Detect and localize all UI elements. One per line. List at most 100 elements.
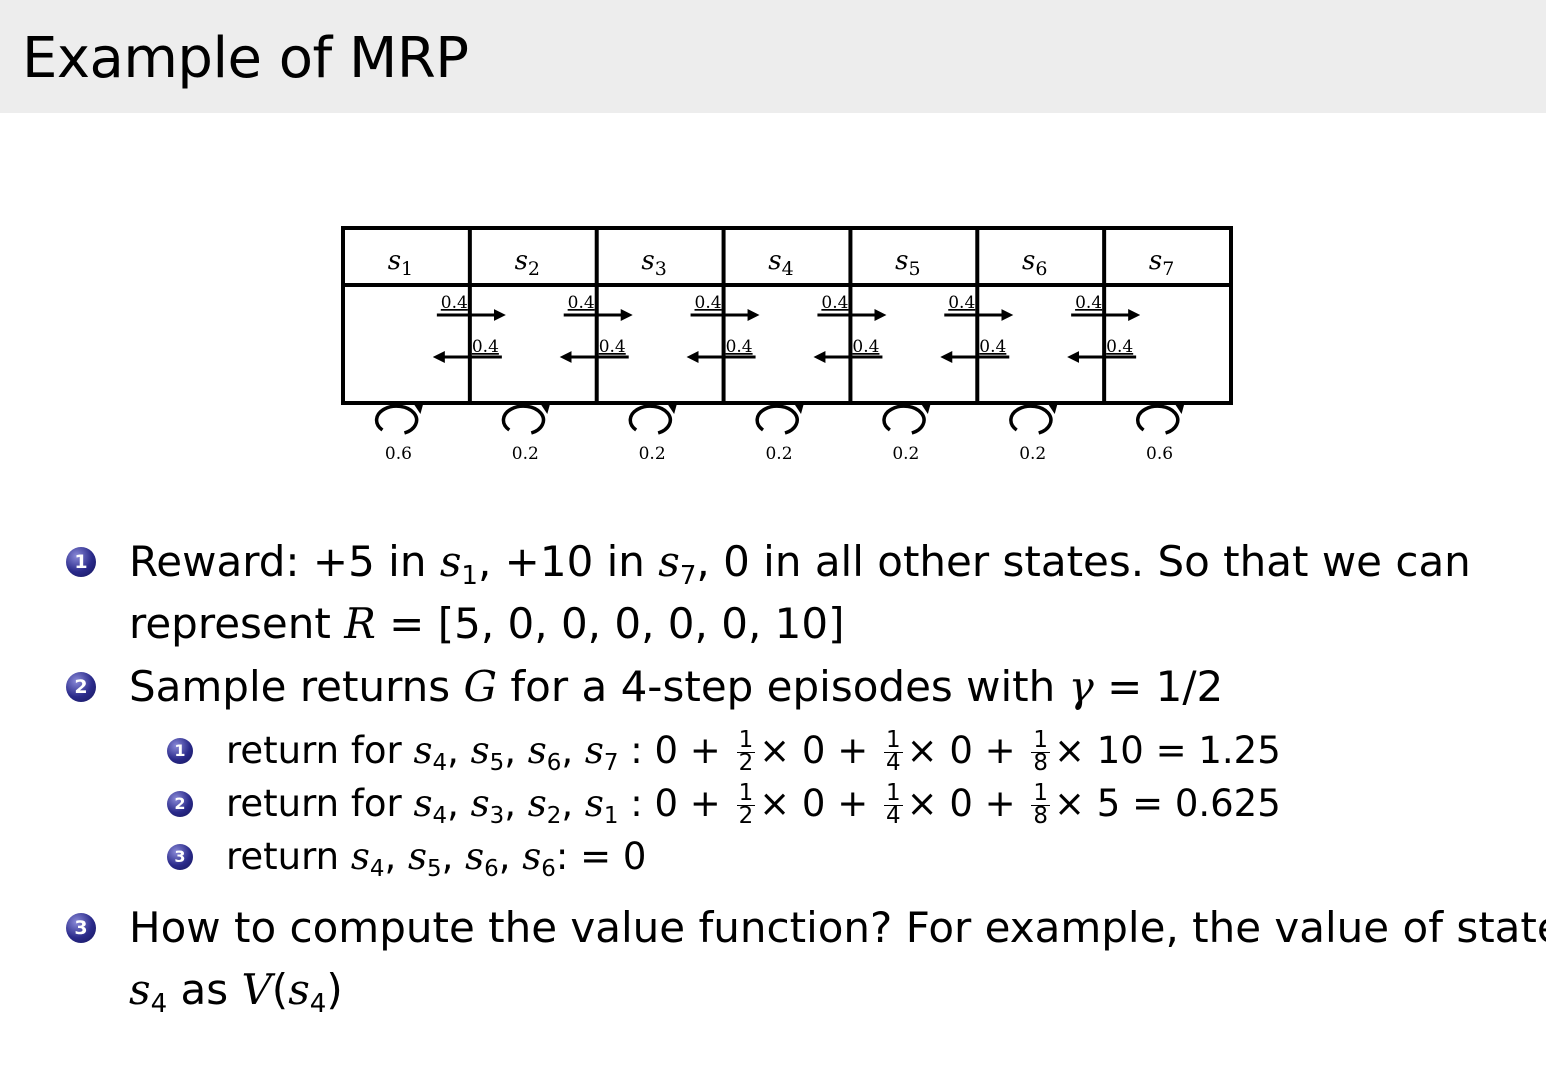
self-loop-arrow — [1009, 404, 1053, 435]
sub-bullet-line: return for s4, s3, s2, s1 : 0 + 1 2 × 0 + … — [226, 779, 1281, 841]
math-subscript: 4 — [432, 802, 448, 829]
math-symbol: s — [527, 729, 547, 772]
math-subscript: 3 — [489, 802, 505, 829]
left-prob-label: 0.4 — [979, 337, 1006, 357]
diagram-frame — [341, 226, 1233, 405]
bullet-line: How to compute the value function? For e… — [129, 903, 1546, 953]
math-subscript: 4 — [369, 855, 385, 882]
text-segment: , — [504, 729, 528, 772]
self-loop-arrowhead — [795, 403, 804, 414]
math-symbol: s — [584, 782, 604, 825]
fraction-denominator: 4 — [885, 750, 901, 776]
math-symbol: γ — [1068, 662, 1094, 711]
state-label: s1 — [388, 246, 413, 280]
self-loop-prob: 0.2 — [512, 444, 539, 464]
title-bar: Example of MRP — [0, 0, 1546, 113]
math-symbol: s — [350, 835, 370, 878]
math-symbol: s — [439, 537, 462, 586]
text-segment: Sample returns — [129, 662, 464, 711]
text-segment: ( — [271, 965, 289, 1014]
text-segment: ) — [326, 965, 343, 1014]
left-prob-label: 0.4 — [599, 337, 626, 357]
math-symbol: R — [344, 599, 376, 648]
self-loop-arrowhead — [1048, 403, 1058, 414]
bullet-number-3: 3 — [66, 913, 96, 943]
math-symbol: s — [470, 782, 490, 825]
self-loop-arrow — [1136, 404, 1180, 435]
math-subscript: 6 — [484, 855, 499, 882]
fraction-denominator: 8 — [1033, 750, 1048, 776]
fraction-denominator: 4 — [885, 803, 901, 829]
self-loop-arrowhead — [414, 403, 424, 414]
self-loop-prob: 0.6 — [385, 444, 412, 464]
math-subscript: 2 — [546, 802, 562, 829]
bullet-line: Sample returns G for a 4-step episodes w… — [129, 662, 1223, 712]
math-symbol: s — [470, 729, 490, 772]
text-segment: represent — [129, 599, 345, 648]
fraction-numerator: 1 — [1031, 727, 1050, 754]
fraction-numerator: 1 — [883, 780, 903, 807]
fraction-numerator: 1 — [736, 727, 756, 754]
sub-bullet-line: return s4, s5, s6, s6: = 0 — [226, 832, 646, 894]
fraction-numerator: 1 — [736, 780, 756, 807]
sub-bullet-number-2: 2 — [167, 791, 193, 817]
right-prob-label: 0.4 — [441, 293, 468, 313]
math-subscript: 4 — [432, 749, 448, 776]
text-segment: Reward: +5 in — [129, 537, 440, 586]
bullet-number-2: 2 — [66, 672, 96, 702]
math-subscript: 7 — [679, 560, 697, 591]
sub-bullet-number-1: 1 — [167, 738, 193, 764]
self-loop-arrow — [882, 404, 926, 435]
slide-title: Example of MRP — [22, 26, 469, 91]
text-segment: return for — [226, 782, 414, 825]
math-subscript: 4 — [309, 988, 327, 1019]
text-segment: , — [561, 729, 585, 772]
text-segment: , — [441, 835, 466, 878]
math-symbol: s — [288, 965, 310, 1014]
self-loop-arrow — [628, 404, 673, 435]
state-label: s3 — [641, 246, 666, 280]
text-segment: = [5, 0, 0, 0, 0, 0, 10] — [375, 599, 845, 648]
math-symbol: s — [658, 537, 680, 586]
state-label: s7 — [1149, 246, 1174, 280]
math-symbol: s — [129, 965, 151, 1014]
text-segment: , — [504, 782, 528, 825]
math-subscript: 1 — [603, 802, 619, 829]
text-segment: , — [447, 782, 471, 825]
self-loop-arrow — [374, 404, 419, 435]
math-symbol: s — [408, 835, 428, 878]
left-prob-label: 0.4 — [472, 337, 499, 357]
math-symbol: G — [463, 662, 498, 711]
right-prob-label: 0.4 — [821, 293, 848, 313]
left-prob-label: 0.4 — [1106, 337, 1133, 357]
math-subscript: 6 — [546, 749, 562, 776]
self-loop-arrow — [501, 404, 546, 435]
text-segment: × 0 + — [759, 729, 880, 772]
text-segment: for a 4-step episodes with — [497, 662, 1069, 711]
self-loop-prob: 0.2 — [892, 444, 919, 464]
text-segment: return — [226, 835, 351, 878]
state-label: s5 — [895, 246, 920, 280]
text-segment: How to compute the value function? For e… — [129, 903, 1546, 952]
math-symbol: s — [527, 782, 547, 825]
text-segment: = 1/2 — [1093, 662, 1224, 711]
state-label: s6 — [1022, 246, 1047, 280]
right-prob-label: 0.4 — [568, 293, 595, 313]
math-subscript: 6 — [541, 855, 556, 882]
text-segment: , +10 in — [477, 537, 659, 586]
math-symbol: s — [584, 729, 604, 772]
left-prob-label: 0.4 — [726, 337, 753, 357]
math-subscript: 7 — [603, 749, 619, 776]
text-segment: × 0 + — [759, 782, 880, 825]
text-segment: : = 0 — [555, 835, 647, 878]
state-label: s4 — [768, 246, 793, 280]
text-segment: , — [561, 782, 585, 825]
math-symbol: s — [413, 729, 433, 772]
self-loop-arrowhead — [1175, 403, 1185, 414]
text-segment: , 0 in all other states. So that we can — [696, 537, 1471, 586]
bullet-number-1: 1 — [66, 547, 96, 577]
right-prob-label: 0.4 — [948, 293, 975, 313]
